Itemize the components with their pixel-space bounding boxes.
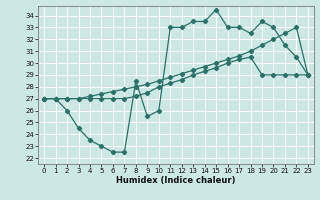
X-axis label: Humidex (Indice chaleur): Humidex (Indice chaleur) — [116, 176, 236, 185]
